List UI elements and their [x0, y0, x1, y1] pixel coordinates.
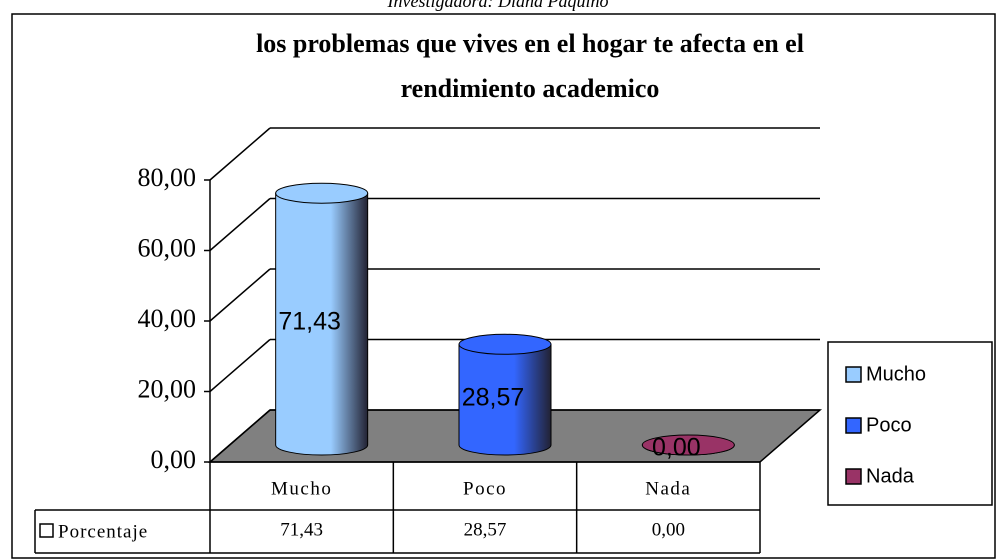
legend-label: Mucho [866, 363, 926, 385]
y-tick-label: 40,00 [138, 304, 197, 333]
y-tick-label: 60,00 [138, 233, 197, 262]
y-tick-label: 0,00 [151, 445, 197, 474]
data-label: 28,57 [462, 383, 525, 411]
grid-line [209, 338, 271, 393]
x-tick-label: Mucho [271, 478, 332, 499]
y-tick-label: 20,00 [138, 374, 197, 403]
legend-key [845, 417, 862, 434]
bar-body [275, 192, 369, 456]
bar [275, 182, 369, 456]
series-name: Porcentaje [58, 521, 148, 542]
table-value: 28,57 [464, 519, 507, 540]
bar [458, 333, 552, 456]
legend-key [845, 468, 862, 485]
bar-top [641, 434, 735, 456]
legend-label: Nada [866, 465, 915, 487]
grid-line [209, 127, 271, 181]
x-tick-label: Poco [463, 478, 507, 499]
y-tick-label: 80,00 [138, 163, 197, 192]
bar [641, 434, 735, 456]
bar-top [275, 182, 369, 204]
table-value: 71,43 [280, 519, 323, 540]
chart-title: rendimiento academico [401, 74, 660, 103]
bar-body [458, 343, 552, 456]
data-label: 71,43 [278, 308, 341, 336]
legend-label: Poco [866, 414, 912, 436]
table-value: 0,00 [652, 519, 685, 540]
table-key [39, 523, 54, 538]
legend-key [845, 366, 862, 383]
grid-line [209, 268, 271, 322]
grid-line [209, 409, 271, 463]
x-tick-label: Nada [645, 478, 691, 499]
bar-top [458, 333, 552, 355]
grid-line [209, 197, 271, 252]
caption: Investigadora: Diana Paquino [387, 0, 609, 11]
chart-title: los problemas que vives en el hogar te a… [256, 29, 804, 58]
data-label: 0,00 [652, 434, 701, 462]
